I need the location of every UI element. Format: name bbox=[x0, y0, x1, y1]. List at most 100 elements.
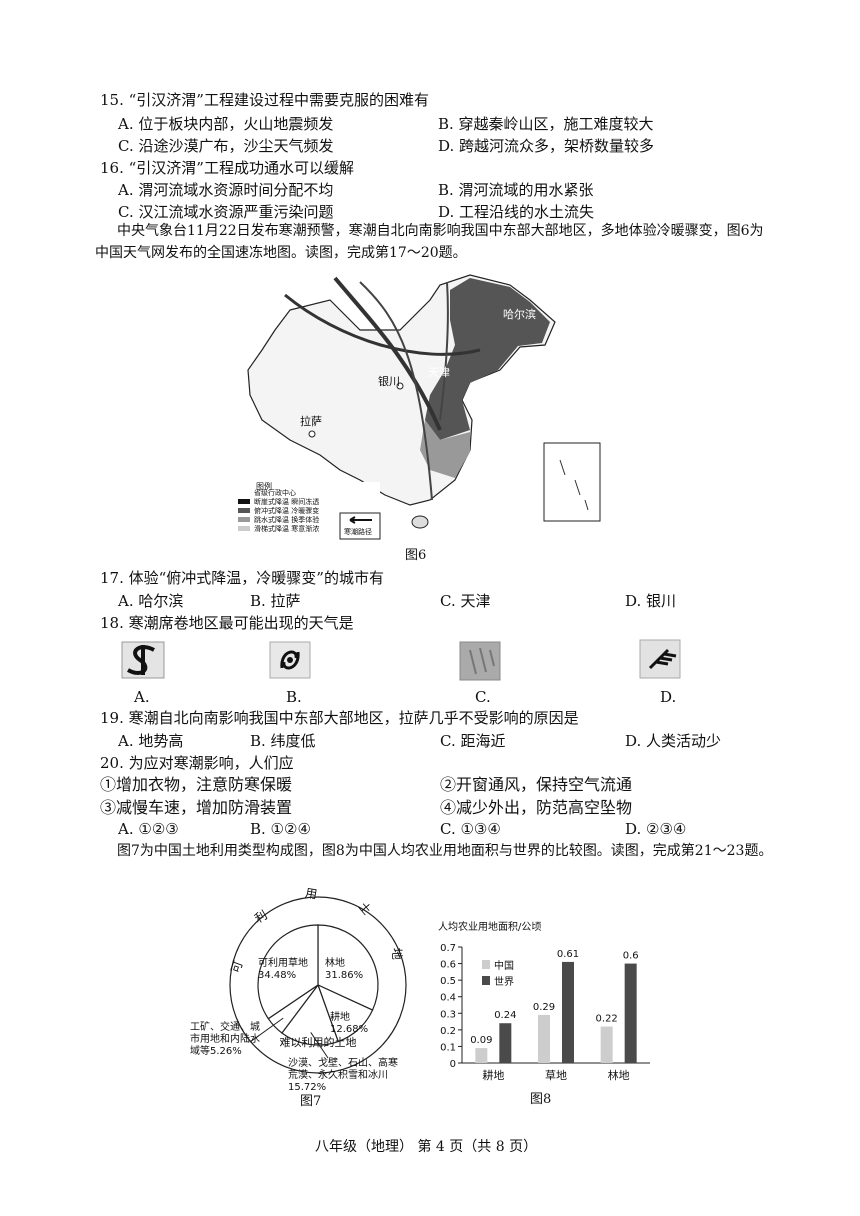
option: B. 渭河流域的用水紧张 bbox=[438, 181, 594, 199]
cold-area-light bbox=[420, 420, 470, 478]
statement: ③减慢车速，增加防滑装置 bbox=[100, 798, 293, 817]
rain-symbol bbox=[469, 647, 495, 675]
statement: ①增加衣物，注意防寒保暖 bbox=[100, 775, 293, 794]
value-label: 0.61 bbox=[557, 949, 579, 960]
slice-value: 31.86% bbox=[325, 970, 364, 981]
option: A. 地势高 bbox=[118, 732, 184, 750]
bar bbox=[475, 1048, 488, 1063]
option: D. 人类活动少 bbox=[625, 732, 722, 750]
value-label: 0.6 bbox=[623, 951, 639, 962]
option: B. 拉萨 bbox=[250, 592, 301, 610]
legend-item: 寒潮路径 bbox=[344, 528, 372, 536]
slice-value: 12.68% bbox=[330, 1024, 369, 1035]
weather-icon bbox=[459, 641, 501, 681]
option: D. bbox=[660, 688, 677, 706]
option: D. ②③④ bbox=[625, 820, 687, 838]
x-tick-label: 林地 bbox=[608, 1068, 630, 1082]
question-stem: 15. “引汉济渭”工程建设过程中需要克服的困难有 bbox=[100, 91, 429, 109]
bar bbox=[562, 961, 574, 1063]
option: B. ①②④ bbox=[250, 820, 311, 838]
cold-area bbox=[425, 278, 550, 440]
slice-label: 可利用草地 34.48% bbox=[258, 958, 313, 982]
option: A. 哈尔滨 bbox=[118, 592, 184, 610]
option: D. 跨越河流众多，架桥数量较多 bbox=[438, 137, 655, 155]
legend-swatch bbox=[482, 960, 490, 969]
path-arrow bbox=[349, 516, 372, 524]
typhoon-eye bbox=[287, 657, 293, 663]
statement: ②开窗通风，保持空气流通 bbox=[440, 775, 633, 794]
legend-label: 世界 bbox=[494, 976, 514, 988]
figure-caption: 图7 bbox=[300, 1094, 322, 1109]
pie-slice bbox=[317, 924, 379, 1011]
bar bbox=[499, 1023, 512, 1063]
city-label: 银川 bbox=[378, 375, 400, 388]
cold-path bbox=[439, 281, 449, 421]
leader-line bbox=[310, 1032, 329, 1059]
option: B. 纬度低 bbox=[250, 732, 316, 750]
cold-path bbox=[333, 276, 442, 431]
slice-name: 可利用草地 bbox=[258, 958, 308, 969]
city-label: 天津 bbox=[428, 366, 450, 379]
city-label: 拉萨 bbox=[300, 415, 322, 428]
slice-label: 工矿、交通、城市用地和内陆水域等5.26% bbox=[190, 1022, 268, 1058]
y-tick-label: 0.4 bbox=[440, 993, 456, 1004]
legend-item: 断崖式降温 瞬间冻透 bbox=[254, 498, 320, 506]
legend-item: 跳水式降温 换季体验 bbox=[254, 516, 320, 524]
y-tick-label: 0.3 bbox=[440, 1009, 456, 1020]
bar bbox=[600, 1026, 613, 1063]
question-stem: 17. 体验“俯冲式降温，冷暖骤变”的城市有 bbox=[100, 569, 384, 587]
value-label: 0.09 bbox=[470, 1035, 492, 1046]
value-label: 0.24 bbox=[494, 1010, 516, 1021]
legend-swatch bbox=[238, 517, 250, 522]
capital-symbol bbox=[308, 430, 316, 438]
y-axis-title: 人均农业用地面积/公顷 bbox=[438, 920, 541, 933]
cold-path bbox=[284, 293, 481, 356]
slice-name: 工矿、交通、城市用地和内陆水域等 bbox=[190, 1022, 260, 1057]
option: C. ①③④ bbox=[440, 820, 501, 838]
y-tick-label: 0 bbox=[450, 1059, 456, 1070]
slice-name: 林地 bbox=[325, 958, 345, 969]
legend-label: 中国 bbox=[494, 959, 514, 972]
pie-slice bbox=[257, 924, 319, 1020]
statement: ④减少外出，防范高空坠物 bbox=[440, 798, 633, 817]
option: C. 距海近 bbox=[440, 732, 506, 750]
option: B. bbox=[286, 688, 302, 706]
bar bbox=[538, 1014, 550, 1063]
value-label: 0.22 bbox=[596, 1014, 618, 1025]
legend-item: 滑梯式降温 寒意渐浓 bbox=[254, 525, 320, 533]
slice-label: 林地 31.86% bbox=[325, 958, 375, 982]
option: A. 位于板块内部，火山地震频发 bbox=[118, 115, 334, 133]
legend-swatch bbox=[482, 976, 490, 985]
legend-title: 图例 bbox=[256, 482, 272, 491]
pie-slice bbox=[281, 983, 339, 1046]
page-footer: 八年级（地理） 第 4 页（共 8 页） bbox=[315, 1139, 538, 1155]
legend-swatch bbox=[238, 499, 250, 504]
sandstorm-symbol bbox=[127, 645, 155, 675]
option: C. 天津 bbox=[440, 592, 491, 610]
question-stem: 20. 为应对寒潮影响，人们应 bbox=[100, 754, 294, 772]
slice-label: 沙漠、戈壁、石山、高寒荒漠、永久积雪和冰川15.72% bbox=[288, 1058, 398, 1094]
figure-caption: 图8 bbox=[530, 1092, 552, 1107]
slice-value: 34.48% bbox=[258, 970, 297, 981]
question-stem: 18. 寒潮席卷地区最可能出现的天气是 bbox=[100, 614, 354, 632]
hainan bbox=[411, 515, 429, 529]
y-tick-label: 0.6 bbox=[440, 960, 456, 971]
question-stem: 19. 寒潮自北向南影响我国中东部大部地区，拉萨几乎不受影响的原因是 bbox=[100, 709, 579, 727]
legend-swatch bbox=[238, 508, 250, 513]
question-stem: 16. “引汉济渭”工程成功通水可以缓解 bbox=[100, 159, 354, 177]
option: B. 穿越秦岭山区，施工难度较大 bbox=[438, 115, 654, 133]
passage: 中央气象台11月22日发布寒潮预警，寒潮自北向南影响我国中东部大部地区，多地体验… bbox=[95, 223, 764, 261]
option: A. bbox=[134, 688, 150, 706]
typhoon-symbol bbox=[280, 650, 300, 670]
cold-path bbox=[359, 281, 433, 501]
option: A. 渭河流域水资源时间分配不均 bbox=[118, 181, 334, 199]
wind-symbol bbox=[648, 648, 677, 670]
y-tick-label: 0.1 bbox=[440, 1042, 456, 1053]
slice-name: 沙漠、戈壁、石山、高寒荒漠、永久积雪和冰川 bbox=[288, 1058, 398, 1081]
x-tick-label: 草地 bbox=[545, 1069, 567, 1082]
option: D. 工程沿线的水土流失 bbox=[438, 203, 595, 221]
x-tick-label: 耕地 bbox=[482, 1068, 504, 1082]
ring-label: 难以利用的土地 bbox=[280, 1035, 357, 1049]
y-tick-label: 0.2 bbox=[440, 1026, 456, 1037]
